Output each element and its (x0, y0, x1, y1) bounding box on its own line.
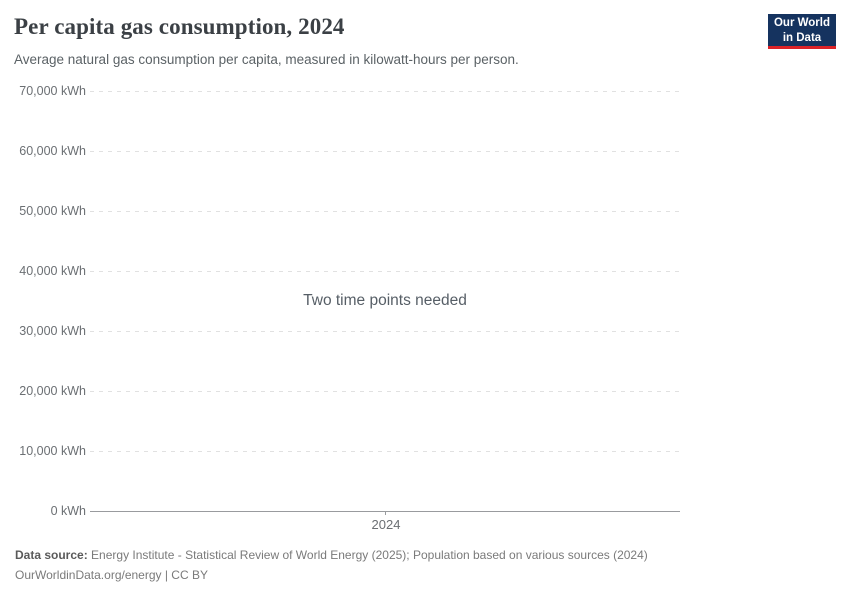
gridline (90, 271, 680, 272)
owid-logo-line2: in Data (782, 32, 822, 44)
owid-logo[interactable]: Our World in Data (768, 14, 836, 49)
owid-logo-line1: Our World (773, 17, 830, 29)
y-tick-label: 70,000 kWh (19, 84, 86, 98)
y-tick-label: 60,000 kWh (19, 144, 86, 158)
y-tick-label: 50,000 kWh (19, 204, 86, 218)
no-data-message: Two time points needed (303, 292, 467, 309)
x-tick-label: 2024 (371, 517, 401, 532)
y-tick-label-zero: 0 kWh (50, 504, 86, 518)
y-tick-label: 10,000 kWh (19, 444, 86, 458)
x-axis-tick (385, 511, 386, 515)
chart-title: Per capita gas consumption, 2024 (14, 14, 345, 39)
y-tick-label: 20,000 kWh (19, 384, 86, 398)
y-tick-label: 30,000 kWh (19, 324, 86, 338)
data-source-text: Energy Institute - Statistical Review of… (91, 548, 648, 562)
gridline (90, 151, 680, 152)
data-source-line: Data source: Energy Institute - Statisti… (15, 548, 648, 562)
gridline (90, 451, 680, 452)
chart-subtitle: Average natural gas consumption per capi… (14, 52, 519, 67)
gridline (90, 91, 680, 92)
data-source-label: Data source: (15, 548, 88, 562)
gridline (90, 391, 680, 392)
y-tick-label: 40,000 kWh (19, 264, 86, 278)
gridline (90, 211, 680, 212)
footer-credit-link[interactable]: OurWorldinData.org/energy | CC BY (15, 568, 208, 582)
gridline (90, 331, 680, 332)
